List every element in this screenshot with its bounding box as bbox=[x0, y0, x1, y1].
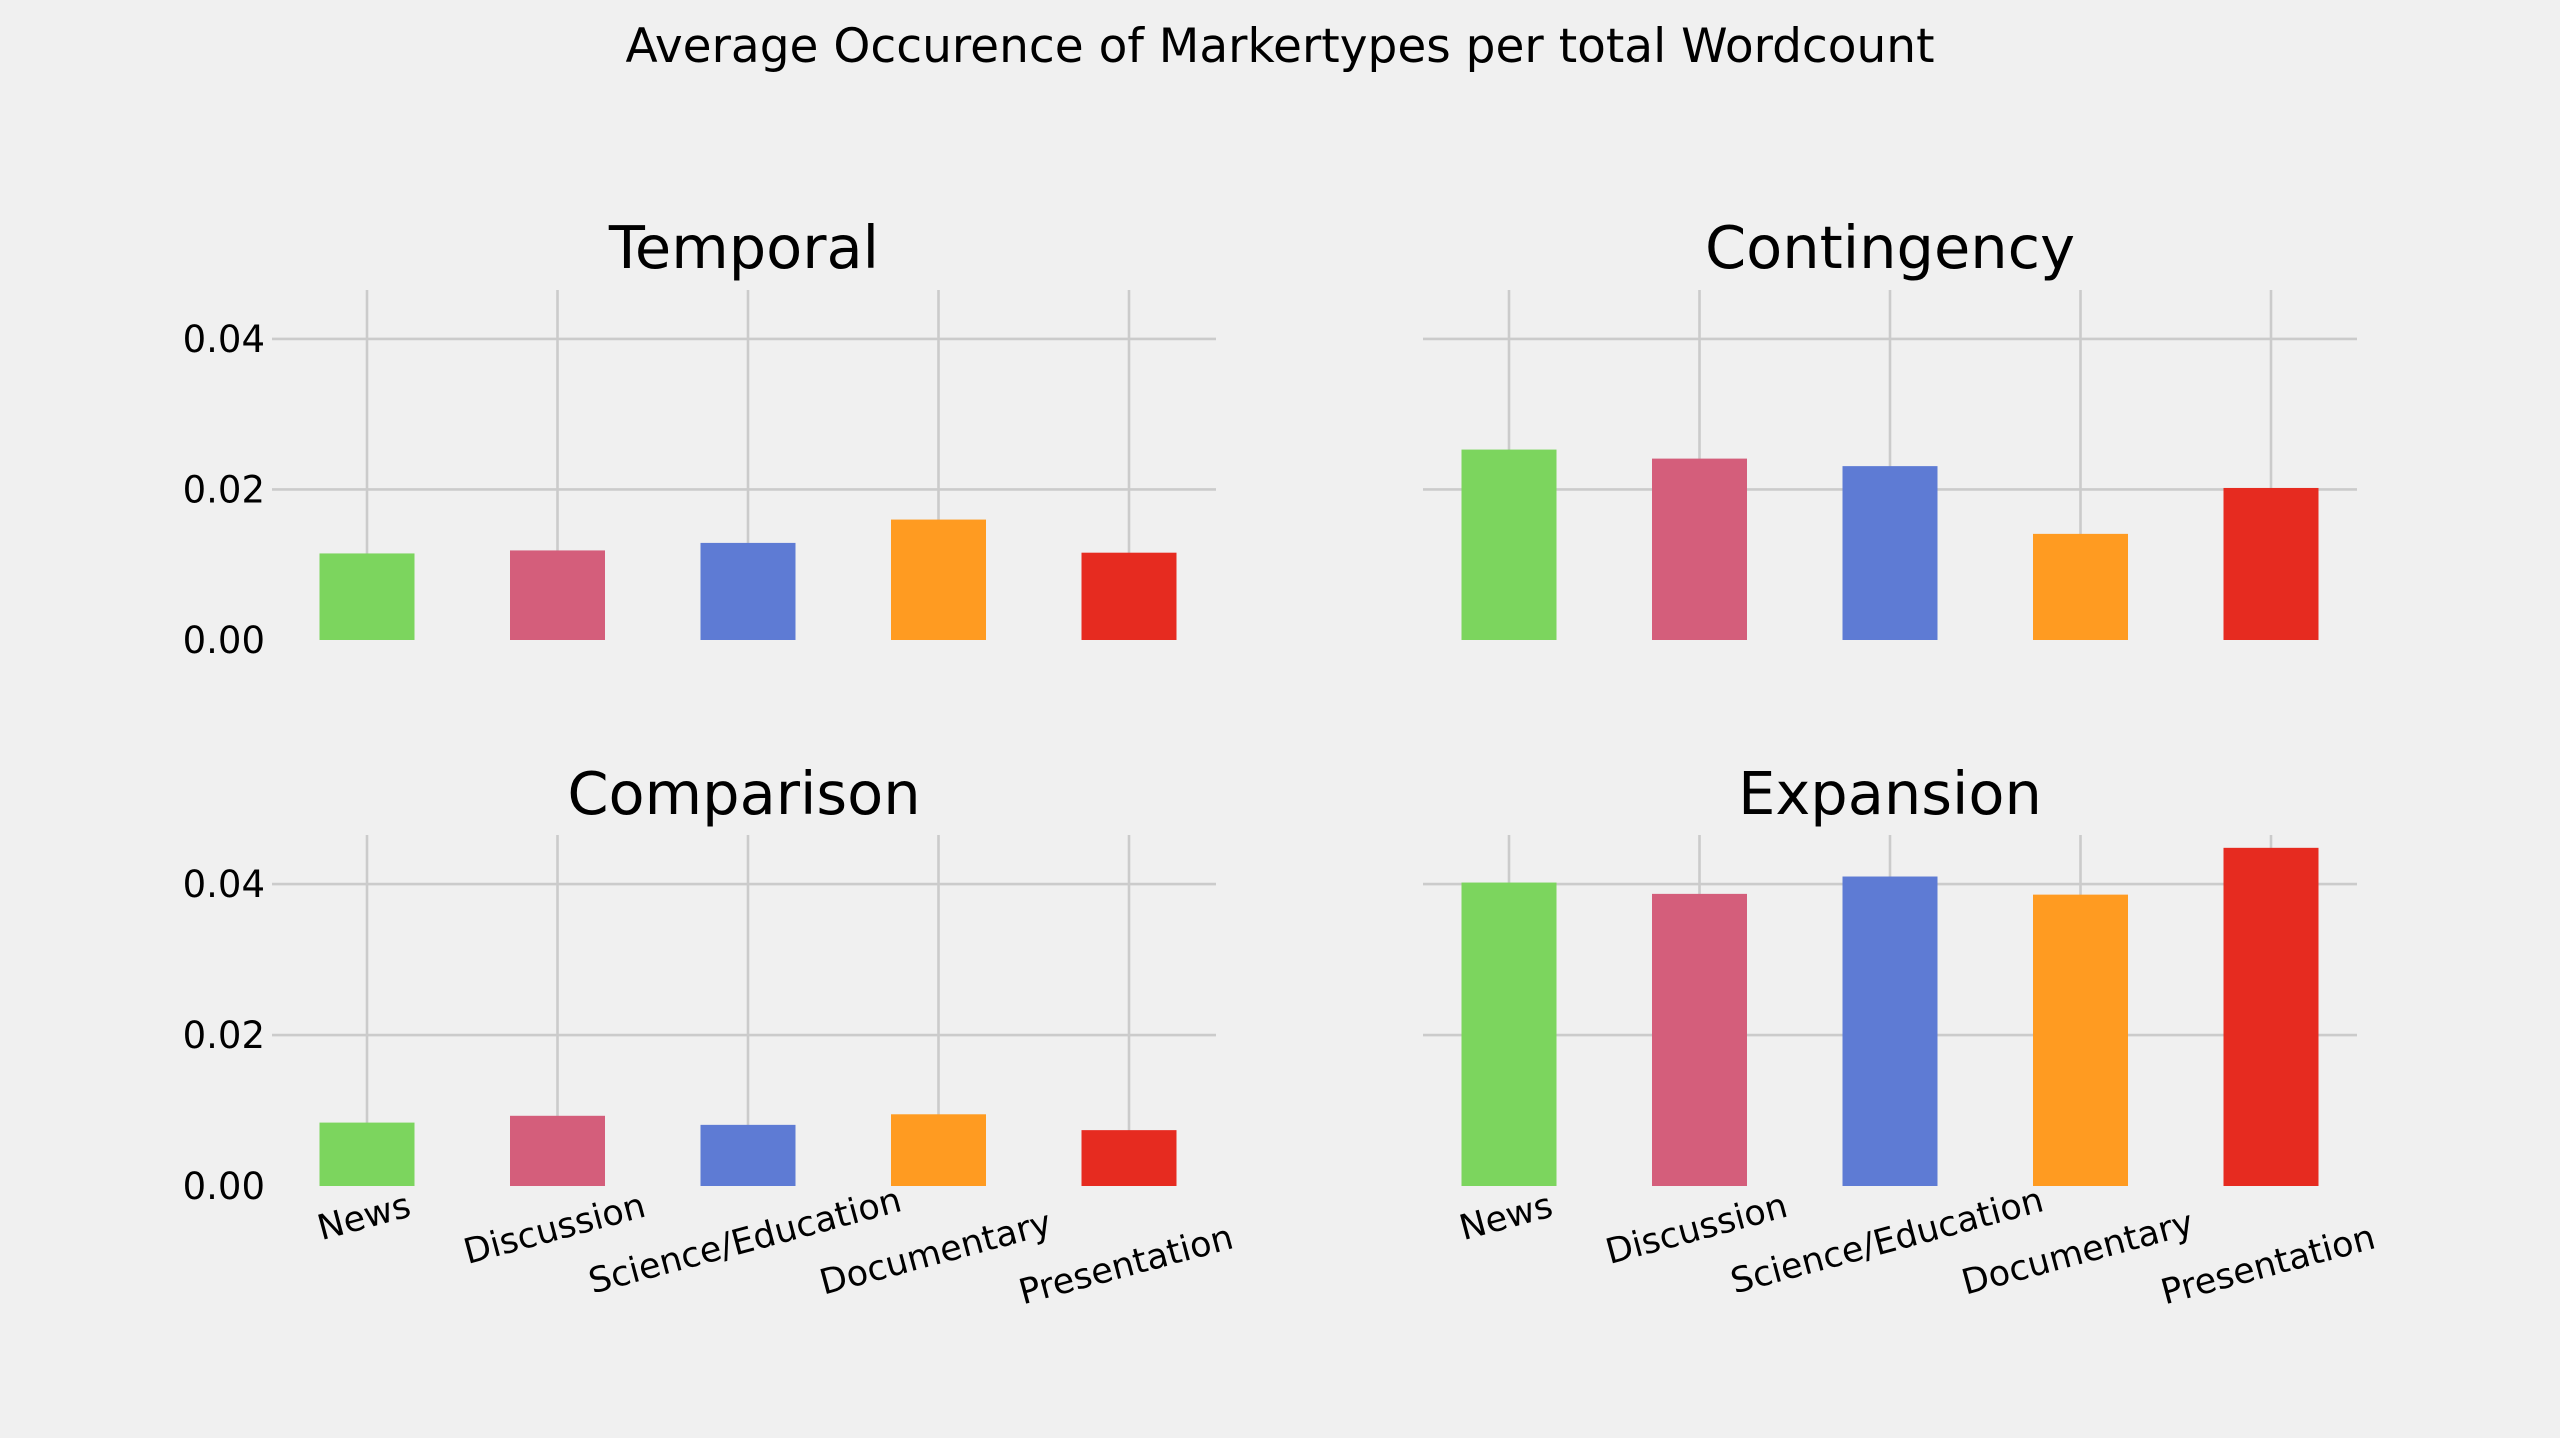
subplot-contingency: Contingency bbox=[1423, 213, 2357, 640]
bar-news bbox=[1461, 882, 1557, 1186]
bar-science-education bbox=[1842, 466, 1938, 640]
subplot-title: Comparison bbox=[567, 759, 920, 828]
subplot-title: Temporal bbox=[608, 213, 879, 282]
y-tick-label: 0.00 bbox=[183, 1165, 265, 1208]
y-tick-label: 0.02 bbox=[183, 1014, 265, 1057]
bar-presentation bbox=[1081, 1130, 1177, 1186]
bar-documentary bbox=[2033, 894, 2128, 1186]
bar-news bbox=[319, 553, 415, 640]
x-tick-label: News bbox=[313, 1186, 415, 1249]
bar-discussion bbox=[1652, 458, 1747, 640]
subplot-title: Expansion bbox=[1738, 759, 2042, 828]
bar-discussion bbox=[510, 1115, 605, 1186]
bar-presentation bbox=[2223, 487, 2319, 640]
y-tick-label: 0.04 bbox=[183, 318, 265, 361]
bar-science-education bbox=[700, 542, 796, 640]
bar-news bbox=[1461, 449, 1557, 640]
bar-science-education bbox=[1842, 876, 1938, 1186]
bar-presentation bbox=[1081, 552, 1177, 640]
bar-discussion bbox=[1652, 893, 1747, 1186]
y-tick-label: 0.04 bbox=[183, 863, 265, 906]
bar-documentary bbox=[891, 1114, 986, 1186]
bar-documentary bbox=[2033, 533, 2128, 640]
bar-news bbox=[319, 1122, 415, 1186]
bar-science-education bbox=[700, 1124, 796, 1186]
y-tick-label: 0.02 bbox=[183, 468, 265, 511]
subplot-temporal: Temporal 0.00 0.02 0.04 bbox=[183, 213, 1216, 662]
subplot-title: Contingency bbox=[1705, 213, 2075, 282]
chart-title: Average Occurence of Markertypes per tot… bbox=[625, 19, 1934, 74]
y-tick-label: 0.00 bbox=[183, 619, 265, 662]
bar-discussion bbox=[510, 550, 605, 640]
bar-presentation bbox=[2223, 847, 2319, 1186]
x-tick-label: News bbox=[1455, 1186, 1557, 1249]
bar-documentary bbox=[891, 519, 986, 640]
